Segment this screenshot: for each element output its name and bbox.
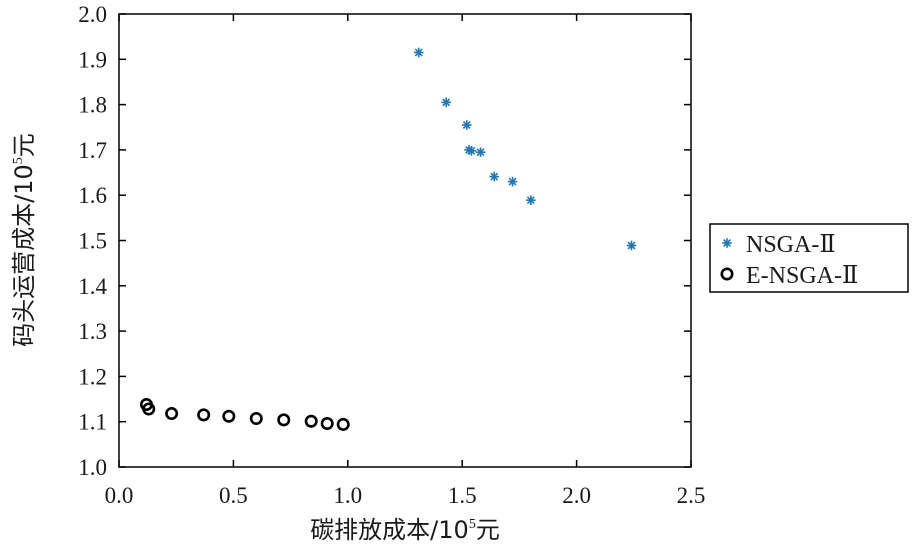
y-tick-label: 1.7 [78, 138, 107, 163]
data-point-circle [142, 402, 156, 416]
y-axis-title: 码头运营成本/105元 [10, 133, 38, 347]
asterisk-stroke [414, 48, 423, 57]
legend: NSGA-Ⅱ E-NSGA-Ⅱ [709, 223, 909, 293]
x-axis-title: 碳排放成本/105元 [310, 516, 500, 544]
y-tick-label: 1.4 [78, 274, 107, 299]
y-tick-label: 1.1 [78, 410, 107, 435]
series-nsga2 [413, 47, 637, 251]
data-point-circle [249, 412, 263, 426]
asterisk-stroke [526, 196, 535, 205]
x-tick-label: 0.0 [105, 483, 134, 508]
y-tick-label: 1.2 [78, 364, 107, 389]
data-point-asterisk [507, 176, 518, 187]
y-tick-label: 1.3 [78, 319, 107, 344]
y-tick-label: 2.0 [78, 2, 107, 27]
legend-marker-circle [720, 267, 734, 281]
data-point-circle [336, 417, 350, 431]
data-point-asterisk [626, 240, 637, 251]
asterisk-stroke [442, 98, 451, 107]
plot-area-frame [118, 13, 692, 468]
y-tick-label: 1.0 [78, 455, 107, 480]
x-tick-label: 2.0 [562, 483, 591, 508]
data-point-asterisk [475, 147, 486, 157]
x-tick-label: 2.5 [677, 483, 706, 508]
legend-asterisk-glyph [722, 238, 732, 248]
x-tick-label: 1.0 [333, 483, 362, 508]
data-point-asterisk [466, 146, 477, 156]
x-tick-label: 1.5 [448, 483, 477, 508]
asterisk-stroke [723, 239, 731, 247]
asterisk-stroke [476, 148, 485, 157]
data-point-circle [320, 417, 334, 431]
series-ensga2 [139, 397, 350, 431]
asterisk-stroke [508, 177, 517, 186]
x-axis: 0.0 0.5 1.0 1.5 2.0 2.5 [105, 14, 706, 508]
asterisk-stroke [462, 121, 471, 129]
asterisk-stroke [627, 241, 636, 250]
data-point-asterisk [461, 120, 472, 130]
y-tick-label: 1.6 [78, 183, 107, 208]
data-point-asterisk [413, 47, 424, 58]
data-point-asterisk [526, 195, 536, 205]
y-tick-label: 1.5 [78, 229, 107, 254]
legend-box [709, 223, 909, 293]
y-axis: 1.0 1.1 1.2 1.3 1.4 1.5 1.6 1.7 1.8 1.9 2.0 [78, 2, 691, 480]
y-tick-label: 1.9 [78, 47, 107, 72]
asterisk-stroke [467, 146, 476, 155]
y-tick-label: 1.8 [78, 93, 107, 118]
data-point-asterisk [441, 97, 451, 108]
legend-label-nsga2: NSGA-Ⅱ [746, 232, 836, 258]
legend-marker-asterisk [722, 238, 732, 248]
x-tick-label: 0.5 [219, 483, 248, 508]
asterisk-stroke [490, 172, 499, 181]
legend-label-ensga2: E-NSGA-Ⅱ [746, 263, 858, 289]
data-point-circle [165, 407, 179, 421]
data-point-circle [304, 414, 318, 428]
data-point-circle [277, 413, 291, 427]
data-point-circle [222, 409, 236, 423]
data-point-circle [197, 408, 211, 422]
legend-entry-nsga2: NSGA-Ⅱ [722, 232, 836, 258]
data-point-asterisk [489, 171, 500, 182]
legend-circle-glyph [720, 267, 734, 281]
legend-entry-ensga2: E-NSGA-Ⅱ [720, 263, 858, 289]
data-points [139, 47, 637, 431]
